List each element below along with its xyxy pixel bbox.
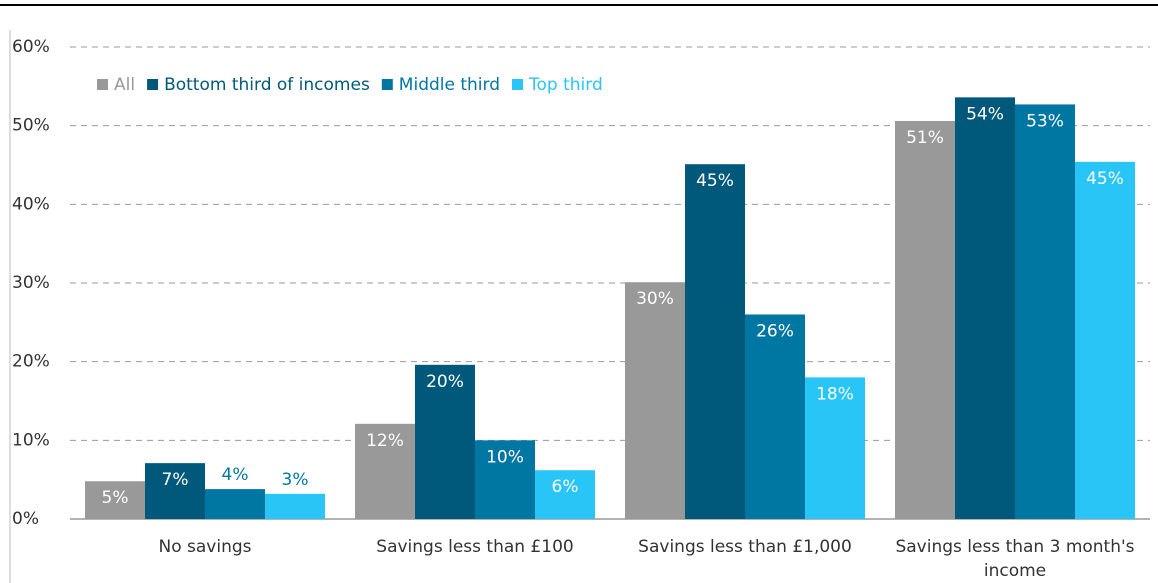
value-label: 45% (696, 171, 734, 191)
legend-label: Bottom third of incomes (164, 75, 370, 95)
value-label: 3% (282, 470, 309, 490)
x-tick-label: No savings (158, 537, 251, 557)
bar (895, 120, 955, 520)
y-tick-label: 20% (12, 352, 50, 372)
y-tick-label: 50% (12, 116, 50, 136)
bar (145, 463, 205, 519)
bar (1015, 104, 1075, 519)
bar (805, 377, 865, 519)
y-tick-label: 0% (12, 509, 39, 529)
x-tick-label: Savings less than £1,000 (638, 537, 852, 557)
bar (685, 164, 745, 520)
bar (745, 314, 805, 519)
legend-swatch (97, 79, 108, 90)
bar (625, 282, 685, 519)
bar (415, 364, 475, 519)
value-label: 54% (966, 104, 1004, 124)
value-label: 45% (1086, 169, 1124, 189)
value-label: 12% (366, 431, 404, 451)
value-label: 26% (756, 321, 794, 341)
y-tick-label: 40% (12, 194, 50, 214)
bar (265, 493, 325, 519)
legend-swatch (147, 79, 159, 90)
x-tick-label: Savings less than 3 month's income (895, 537, 1134, 581)
bar (475, 440, 535, 519)
value-label: 51% (906, 128, 944, 148)
bar (1075, 161, 1135, 519)
bar (355, 423, 415, 519)
bar (205, 489, 265, 519)
bar (955, 97, 1015, 519)
bar (535, 470, 595, 519)
value-label: 6% (552, 477, 579, 497)
legend-label: Top third (528, 75, 603, 95)
x-tick-label: Savings less than £100 (376, 537, 573, 557)
value-label: 4% (222, 465, 249, 485)
value-label: 18% (816, 384, 854, 404)
value-label: 7% (162, 470, 189, 490)
value-label: 30% (636, 289, 674, 309)
bar (85, 481, 145, 519)
legend-label: Middle third (399, 75, 500, 95)
legend-label: All (114, 75, 135, 95)
legend-swatch (512, 79, 523, 90)
value-label: 20% (426, 372, 464, 392)
y-tick-label: 60% (12, 37, 50, 57)
y-tick-label: 10% (12, 430, 50, 450)
value-label: 53% (1026, 111, 1064, 131)
y-tick-label: 30% (12, 273, 50, 293)
value-label: 10% (486, 447, 524, 467)
legend-swatch (381, 79, 393, 90)
value-label: 5% (102, 488, 129, 508)
